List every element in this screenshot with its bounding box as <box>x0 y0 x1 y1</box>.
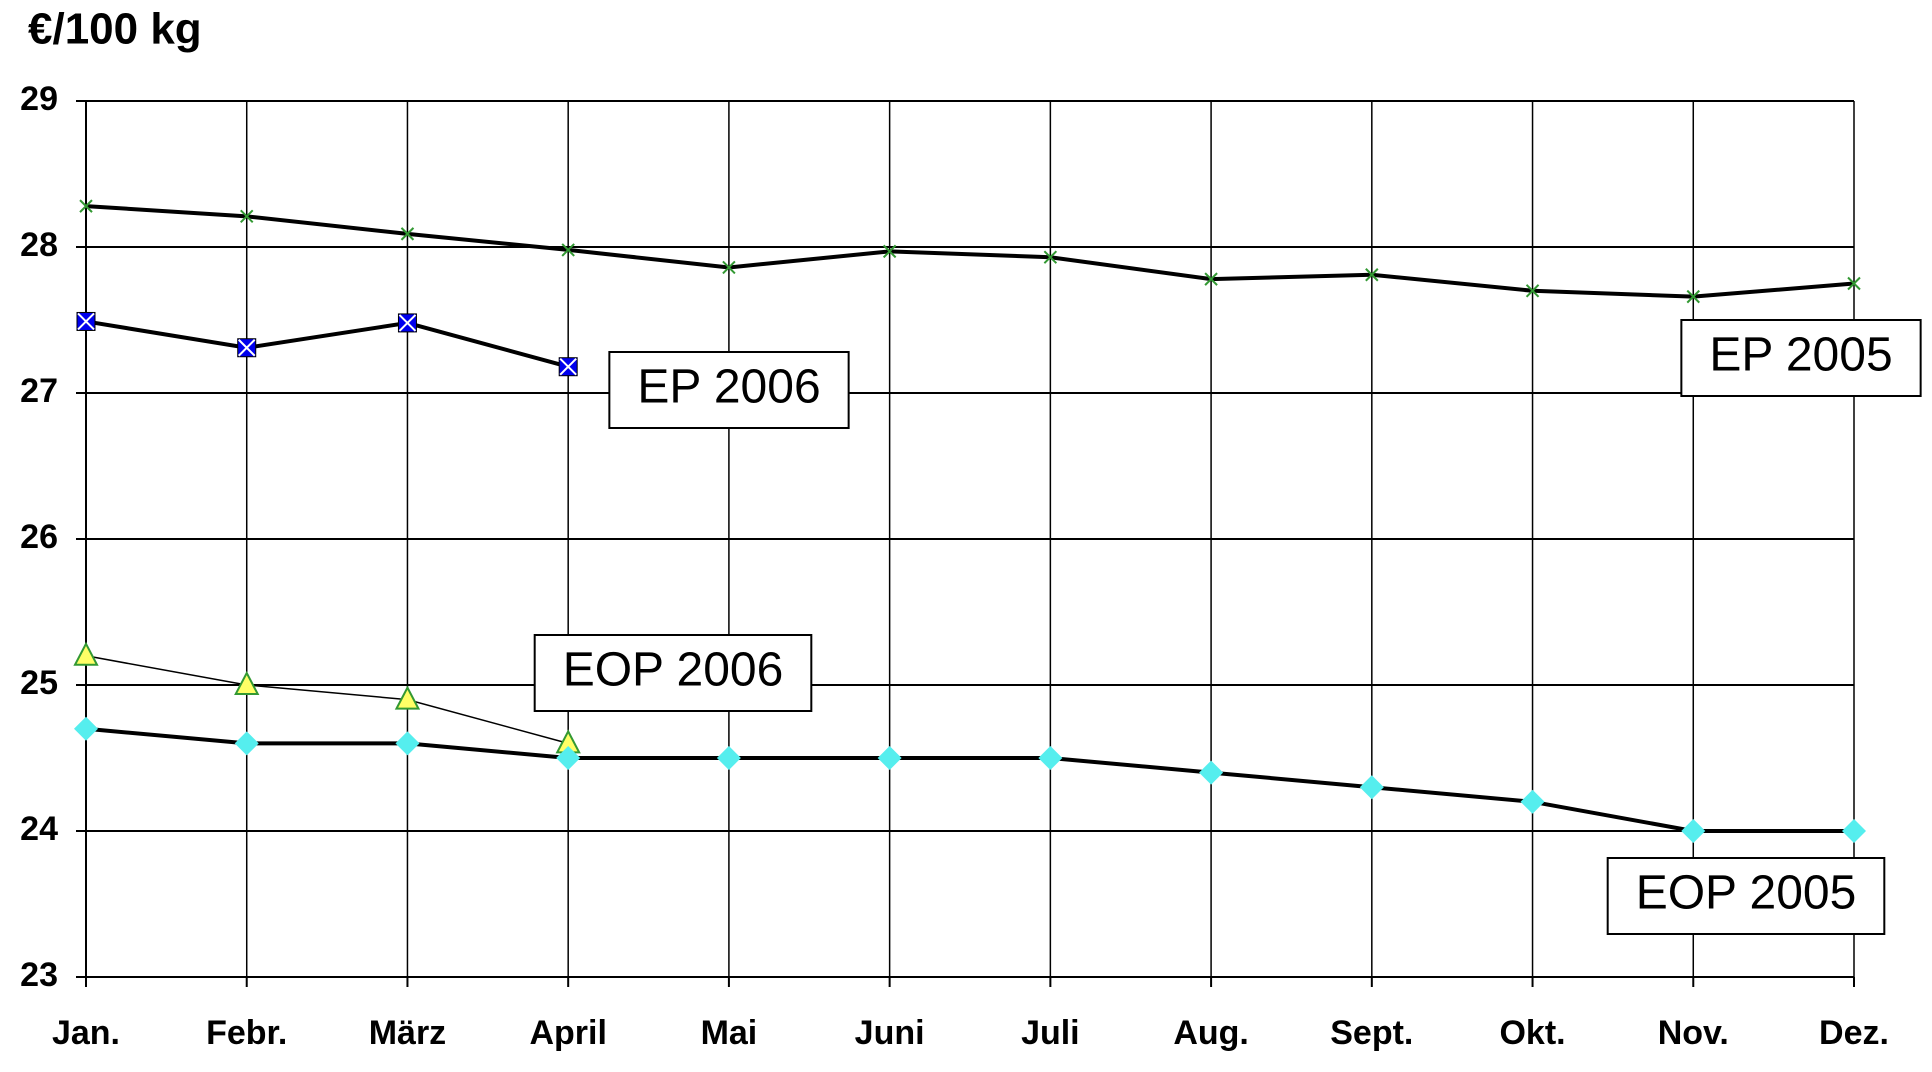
marker <box>1842 819 1866 843</box>
marker <box>1681 819 1706 843</box>
label-box <box>1606 857 1886 935</box>
marker <box>234 731 259 756</box>
series-line <box>85 204 1855 299</box>
marker <box>74 716 98 741</box>
series-label: EOP 2005 <box>1636 867 1857 920</box>
marker <box>877 746 902 770</box>
marker <box>400 227 415 241</box>
marker <box>1365 268 1379 282</box>
marker <box>1686 289 1700 304</box>
marker <box>1359 775 1384 800</box>
y-tick-label: 27 <box>20 372 58 410</box>
marker-cross <box>238 339 256 357</box>
label-box <box>608 351 850 429</box>
y-tick-label: 28 <box>20 226 58 264</box>
series-label: EP 2006 <box>637 361 820 414</box>
x-tick-label: Jan. <box>52 1014 120 1052</box>
x-tick-label: Okt. <box>1499 1014 1565 1052</box>
x-tick-label: Mai <box>701 1014 758 1052</box>
y-tick-label: 25 <box>20 664 58 702</box>
x-tick-label: Febr. <box>206 1014 287 1052</box>
marker <box>722 260 736 275</box>
marker <box>395 731 420 756</box>
series-line <box>85 655 569 745</box>
marker-cross <box>77 312 95 331</box>
marker <box>79 199 93 213</box>
marker <box>1204 272 1218 286</box>
marker <box>716 746 741 770</box>
y-tick-label: 26 <box>20 518 58 556</box>
marker <box>556 746 581 770</box>
marker <box>1199 760 1224 785</box>
marker <box>1038 746 1063 770</box>
marker <box>882 244 897 259</box>
marker <box>561 243 575 257</box>
x-tick-label: Sept. <box>1330 1014 1413 1052</box>
y-tick-label: 29 <box>20 80 58 118</box>
series-label: EOP 2006 <box>563 644 784 697</box>
x-tick-label: März <box>369 1014 446 1052</box>
marker-cross <box>398 314 417 332</box>
x-tick-label: Aug. <box>1173 1014 1249 1052</box>
y-axis-label: €/100 kg <box>28 5 202 54</box>
marker <box>394 685 421 710</box>
x-tick-label: April <box>529 1014 606 1052</box>
series-label: EP 2005 <box>1709 329 1892 382</box>
marker <box>73 641 99 666</box>
marker <box>240 209 254 224</box>
marker <box>234 670 260 695</box>
marker <box>1847 276 1861 291</box>
x-tick-label: Dez. <box>1819 1014 1889 1052</box>
marker <box>1043 250 1058 264</box>
marker <box>1520 789 1545 814</box>
label-box <box>533 634 813 712</box>
y-tick-label: 24 <box>20 810 58 848</box>
y-tick-label: 23 <box>20 956 58 994</box>
x-tick-label: Nov. <box>1658 1014 1729 1052</box>
series-line <box>85 319 569 369</box>
x-tick-label: Juni <box>855 1014 925 1052</box>
series-line <box>85 726 1854 833</box>
marker <box>1525 284 1540 298</box>
x-tick-label: Juli <box>1021 1014 1080 1052</box>
label-box <box>1680 319 1922 397</box>
marker-cross <box>559 358 577 376</box>
